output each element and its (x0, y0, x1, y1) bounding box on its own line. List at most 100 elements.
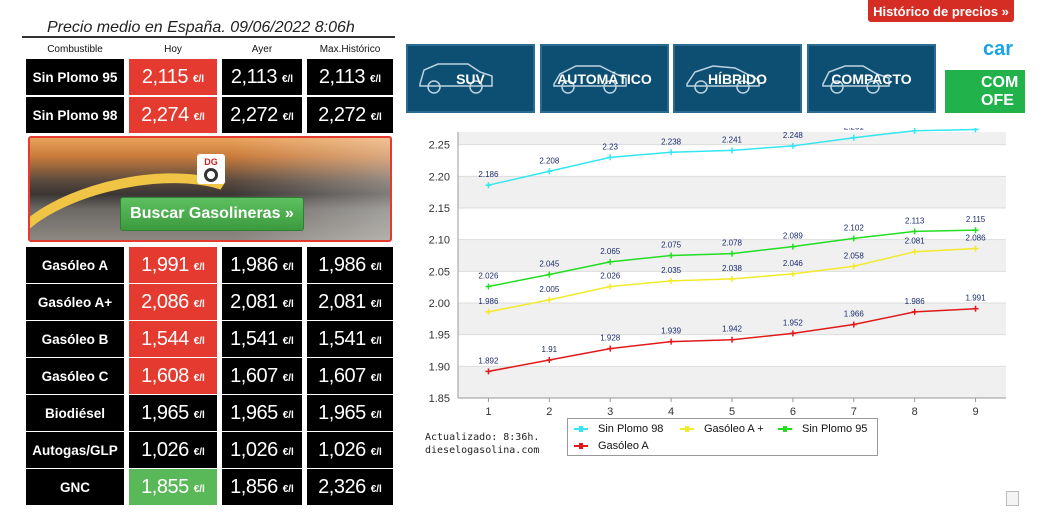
y-tick-label: 2.25 (429, 140, 450, 152)
buscar-gasolineras-button[interactable]: Buscar Gasolineras » (120, 197, 304, 231)
tile-compacto[interactable]: COMPACTO (807, 44, 936, 113)
price-unit: €/l (370, 373, 382, 384)
compare-offers-button[interactable]: COM OFE (945, 70, 1025, 113)
price-value: 1,026 (141, 438, 189, 461)
price-value: 1,965 (141, 401, 189, 424)
fuel-name: Gasóleo B (41, 331, 109, 347)
price-today-cell: 2,115 €/l (129, 59, 217, 95)
price-today-cell: 1,608 €/l (129, 358, 217, 394)
data-label: 1.966 (844, 310, 865, 319)
data-label: 2.23 (602, 142, 618, 151)
tile-automatico[interactable]: AUTOMÁTICO (540, 44, 669, 113)
price-unit: €/l (282, 336, 294, 347)
fuel-name-cell: Autogas/GLP (26, 432, 124, 468)
fuel-name: Gasóleo A (41, 257, 109, 273)
tile-suv[interactable]: SUV (406, 44, 535, 113)
price-max-cell: 2,326 €/l (307, 469, 393, 505)
y-tick-label: 2.15 (429, 203, 450, 215)
data-label: 2.208 (539, 156, 560, 165)
price-value: 1,608 (141, 364, 189, 387)
price-max-cell: 2,113 €/l (307, 59, 393, 95)
data-label: 1.939 (661, 327, 682, 336)
legend-item-sp95: Sin Plomo 95 (778, 423, 867, 435)
price-max-cell: 1,986 €/l (307, 247, 393, 283)
data-label: 2.035 (661, 266, 682, 275)
price-unit: €/l (370, 410, 382, 421)
fuel-name-cell: Gasóleo C (26, 358, 124, 394)
price-max-cell: 1,965 €/l (307, 395, 393, 431)
dg-logo-icon: DG (197, 154, 225, 184)
fuel-name-cell: Gasóleo B (26, 321, 124, 357)
y-tick-label: 2.10 (429, 235, 450, 247)
y-tick-label: 2.05 (429, 266, 450, 278)
price-unit: €/l (282, 262, 294, 273)
data-label: 1.892 (478, 356, 499, 365)
tile-hibrido[interactable]: HÍBRIDO (673, 44, 802, 113)
price-unit: €/l (370, 484, 382, 495)
hybrid-car-icon (686, 65, 760, 94)
price-value: 2,081 (230, 290, 278, 313)
price-value: 2,113 (230, 65, 278, 88)
updated-time: Actualizado: 8:36h. (425, 432, 540, 443)
price-unit: €/l (282, 484, 294, 495)
price-value: 1,607 (230, 364, 278, 387)
data-label: 2.186 (478, 170, 499, 179)
price-unit: €/l (370, 299, 382, 310)
compact-car-icon (822, 65, 890, 94)
price-value: 1,607 (318, 364, 366, 387)
data-label: 2.045 (539, 260, 560, 269)
price-today-cell: 1,855 €/l (129, 469, 217, 505)
price-unit: €/l (369, 74, 382, 85)
legend-item-sp98: Sin Plomo 98 (574, 423, 663, 435)
price-unit: €/l (193, 112, 205, 123)
promo-banner[interactable]: DG Buscar Gasolineras » (28, 136, 392, 242)
fuel-name-cell: Gasóleo A+ (26, 284, 124, 320)
data-label: 1.986 (905, 297, 926, 306)
data-label: 2.075 (661, 241, 682, 250)
grid-band (458, 303, 1006, 335)
price-yesterday-cell: 1,986 €/l (222, 247, 302, 283)
price-unit: €/l (193, 484, 205, 495)
historico-precios-button[interactable]: Histórico de precios » (868, 0, 1014, 22)
price-max-cell: 1,607 €/l (307, 358, 393, 394)
data-label: 2.102 (844, 223, 865, 232)
data-label: 2.081 (905, 237, 926, 246)
price-value: 1,026 (230, 438, 278, 461)
price-value: 1,855 (141, 475, 189, 498)
data-label: 1.942 (722, 325, 743, 334)
price-value: 1,541 (230, 327, 278, 350)
x-tick-label: 7 (851, 406, 857, 418)
source-site: dieselogasolina.com (425, 445, 540, 456)
fuel-name: Autogas/GLP (32, 442, 118, 458)
legend-item-gasoleo-a: Gasóleo A (574, 440, 649, 452)
fuel-name-cell: GNC (26, 469, 124, 505)
price-unit: €/l (282, 299, 294, 310)
price-yesterday-cell: 2,113 €/l (222, 59, 302, 95)
price-max-cell: 2,081 €/l (307, 284, 393, 320)
price-value: 2,326 (318, 475, 366, 498)
x-tick-label: 6 (790, 406, 796, 418)
fuel-name: Sin Plomo 98 (32, 107, 118, 123)
data-label: 2.065 (600, 247, 621, 256)
brand-logo[interactable]: car (983, 38, 1014, 60)
x-tick-label: 5 (729, 406, 735, 418)
chart-footnote: Actualizado: 8:36h. dieselogasolina.com (425, 431, 539, 457)
price-value: 2,272 (230, 103, 278, 126)
fuel-name-cell: Sin Plomo 95 (26, 59, 124, 95)
price-today-cell: 2,274 €/l (129, 97, 217, 133)
price-unit: €/l (193, 447, 205, 458)
data-label: 2.086 (966, 234, 987, 243)
data-label: 1.986 (478, 297, 499, 306)
price-value: 1,965 (230, 401, 278, 424)
price-unit: €/l (282, 112, 294, 123)
price-max-cell: 1,026 €/l (307, 432, 393, 468)
col-header-max: Max.Histórico (319, 44, 381, 55)
data-label: 2.005 (539, 285, 560, 294)
price-yesterday-cell: 1,026 €/l (222, 432, 302, 468)
grid-band (458, 176, 1006, 208)
tile-hibrido-label: HÍBRIDO (707, 70, 768, 87)
fuel-name-cell: Gasóleo A (26, 247, 124, 283)
price-yesterday-cell: 1,541 €/l (222, 321, 302, 357)
x-tick-label: 1 (485, 406, 491, 418)
data-label: 2.238 (661, 137, 682, 146)
